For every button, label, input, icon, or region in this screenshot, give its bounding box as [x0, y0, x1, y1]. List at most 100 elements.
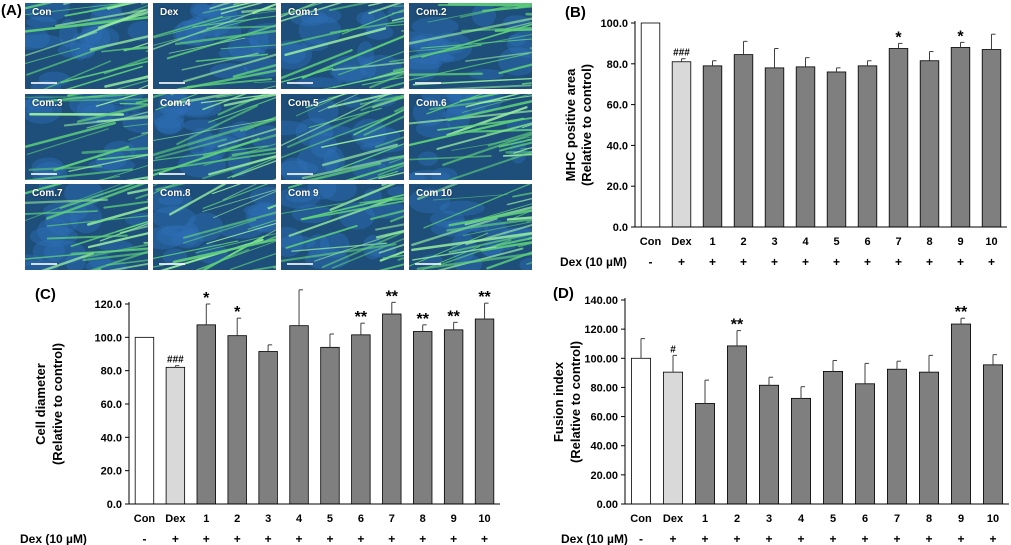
- treatment-sign: +: [234, 532, 241, 545]
- significance-mark: **: [416, 311, 429, 328]
- y-axis-title: Cell diameter: [33, 363, 48, 445]
- y-tick-label: 0.0: [107, 499, 122, 511]
- treatment-sign: +: [797, 532, 804, 545]
- y-tick-label: 80.0: [607, 59, 628, 71]
- scale-bar: [159, 82, 185, 84]
- micrograph-label: Com.1: [288, 7, 319, 18]
- bar: [854, 383, 875, 505]
- bar: [196, 324, 216, 505]
- x-tick-label: 4: [296, 513, 303, 525]
- x-tick-label: 2: [234, 513, 240, 525]
- y-tick-label: 100.0: [600, 18, 628, 30]
- bar: [982, 364, 1003, 505]
- micrograph-image: [153, 184, 276, 270]
- treatment-sign: -: [649, 255, 653, 269]
- micrograph-tile: Con: [25, 3, 148, 89]
- y-axis-title: Fusion index: [551, 361, 566, 442]
- bar: [795, 66, 816, 228]
- scale-bar: [159, 263, 185, 265]
- y-tick-label: 20.00: [590, 470, 618, 482]
- chart-fusion-index: Fusion index (Relative to control) 0.00 20.…: [551, 295, 1009, 545]
- y-axis-title: MHC positive area: [563, 68, 578, 181]
- micrograph-tile: Dex: [153, 3, 276, 89]
- x-tick-label: 8: [926, 513, 932, 525]
- treatment-sign: +: [926, 255, 933, 269]
- significance-mark: **: [478, 289, 491, 306]
- y-tick-label: 120.00: [584, 324, 618, 336]
- scale-bar: [415, 82, 441, 84]
- x-tick-label: 9: [451, 513, 457, 525]
- micrograph-tile: Com 10: [409, 184, 532, 270]
- x-tick-label: 7: [895, 236, 901, 248]
- micrograph-tile: Com.5: [281, 93, 404, 180]
- treatment-sign: +: [988, 255, 995, 269]
- treatment-sign: +: [203, 532, 210, 545]
- scale-bar: [31, 172, 57, 175]
- bar: [351, 334, 371, 505]
- treatment-sign: +: [802, 255, 809, 269]
- micrograph-image: [25, 3, 148, 89]
- x-tick-label: Con: [640, 236, 662, 248]
- bar: [726, 345, 747, 505]
- treatment-sign: +: [829, 532, 836, 545]
- significance-mark: *: [234, 304, 241, 321]
- treatment-label: Dex (10 µM): [20, 532, 87, 545]
- micrograph-tile: Com.7: [25, 184, 148, 270]
- significance-mark: ###: [673, 48, 690, 59]
- micrograph-grid: Con Dex Com.1 Com.2 Com.3 Com.4 Com.5 Com.6 Com.…: [25, 3, 532, 270]
- y-tick-label: 0.0: [613, 222, 628, 234]
- scale-bar: [415, 263, 441, 265]
- micrograph-tile: Com.3: [25, 93, 148, 180]
- treatment-sign: +: [265, 532, 272, 545]
- micrograph-label: Com.8: [160, 188, 191, 199]
- micrograph-label: Com.3: [32, 97, 63, 109]
- micrograph-image: [153, 93, 276, 180]
- y-tick-label: 60.0: [101, 399, 122, 411]
- x-tick-label: 4: [798, 513, 805, 525]
- bar: [919, 60, 940, 228]
- x-tick-label: 1: [203, 513, 209, 525]
- x-tick-label: 1: [702, 513, 708, 525]
- y-tick-label: 100.0: [94, 332, 122, 344]
- bar: [702, 65, 723, 228]
- scale-bar: [287, 263, 313, 265]
- treatment-sign: +: [765, 532, 772, 545]
- bar: [134, 336, 155, 505]
- panel-label-a: (A): [1, 2, 22, 19]
- significance-mark: **: [355, 309, 368, 326]
- micrograph-image: [25, 184, 148, 270]
- y-tick-label: 20.0: [101, 466, 122, 478]
- treatment-sign: +: [481, 532, 488, 545]
- y-axis-subtitle: (Relative to control): [50, 343, 65, 465]
- bar: [733, 54, 754, 228]
- treatment-sign: +: [864, 255, 871, 269]
- bar: [227, 335, 247, 505]
- treatment-sign: +: [861, 532, 868, 545]
- x-tick-label: Dex: [671, 236, 692, 248]
- x-tick-label: 6: [358, 513, 364, 525]
- treatment-sign: +: [709, 255, 716, 269]
- x-tick-label: 9: [957, 236, 963, 248]
- x-tick-label: 10: [987, 513, 999, 525]
- x-tick-label: 5: [833, 236, 839, 248]
- bar: [758, 384, 779, 505]
- treatment-sign: -: [142, 532, 146, 545]
- bar: [888, 48, 909, 228]
- micrograph-image: [281, 93, 404, 180]
- y-tick-label: 60.0: [607, 100, 628, 112]
- treatment-sign: +: [989, 532, 996, 545]
- treatment-sign: +: [733, 532, 740, 545]
- micrograph-image: [25, 93, 148, 180]
- bar: [981, 49, 1002, 228]
- x-tick-label: 1: [709, 236, 715, 248]
- treatment-sign: +: [893, 532, 900, 545]
- micrograph-label: Com.6: [416, 97, 447, 109]
- bar: [289, 325, 309, 505]
- micrograph-label: Com.4: [160, 97, 191, 109]
- x-tick-label: 8: [926, 236, 932, 248]
- treatment-sign: +: [326, 532, 333, 545]
- y-tick-label: 80.00: [590, 382, 618, 394]
- micrograph-label: Com.7: [32, 188, 63, 199]
- micrograph-image: [409, 184, 532, 270]
- micrograph-image: [409, 93, 532, 180]
